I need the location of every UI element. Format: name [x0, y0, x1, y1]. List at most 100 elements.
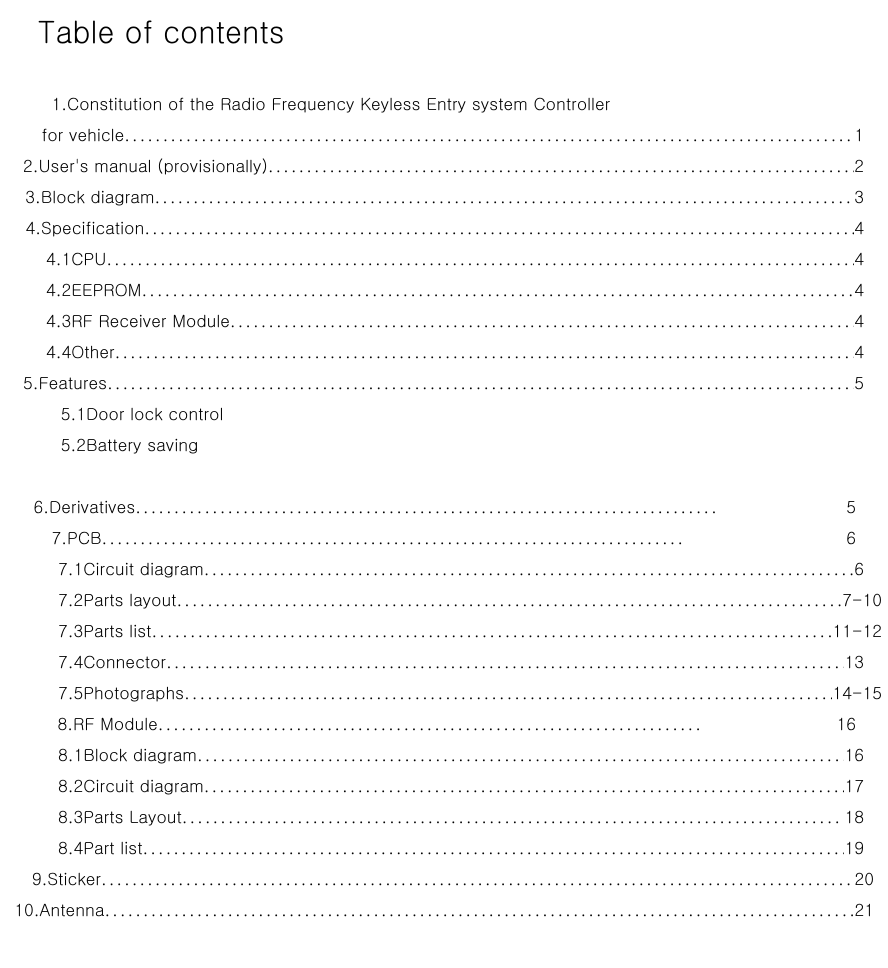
- toc-number: 8.2: [58, 770, 83, 801]
- toc-page: 18: [844, 801, 864, 832]
- toc-leader-dots: [106, 243, 854, 274]
- toc-row: 8.RF Module ............................…: [10, 708, 888, 739]
- toc-leader-dots: [268, 150, 854, 181]
- toc-leader-dots: [143, 832, 845, 863]
- toc-number: 4.4: [46, 336, 71, 367]
- toc-row: 5.1Door lock control: [10, 398, 888, 429]
- toc-leader-dots: [101, 863, 854, 894]
- toc-label: EEPROM: [71, 274, 141, 305]
- toc-leader-dots: [107, 367, 854, 398]
- toc-number: 8.3: [58, 801, 83, 832]
- toc-row: 7.1Circuit diagram 6: [10, 553, 888, 584]
- toc-row: 5.Features 5: [10, 367, 888, 398]
- toc-leader-dots: ........................................…: [158, 708, 702, 739]
- toc-label: Derivatives: [49, 491, 135, 522]
- toc-number: 2.: [23, 150, 38, 181]
- toc-label: CPU: [71, 243, 106, 274]
- toc-page: 16: [844, 739, 864, 770]
- toc-page: 7-10: [842, 584, 882, 615]
- toc-row: 4.Specification 4: [10, 212, 888, 243]
- toc-leader-dots: [177, 584, 843, 615]
- toc-label: Features: [39, 367, 108, 398]
- toc-label: RF Module: [73, 708, 158, 739]
- toc-label: Parts Layout: [83, 801, 182, 832]
- toc-row: 8.3Parts Layout 18: [10, 801, 888, 832]
- toc-row: 1.Constitution of the Radio Frequency Ke…: [10, 88, 888, 119]
- toc-row: 4.2EEPROM 4: [10, 274, 888, 305]
- toc-spacer: [10, 460, 888, 491]
- toc-page: 5: [854, 367, 864, 398]
- toc-number: 5.: [23, 367, 39, 398]
- toc-row: 2.User's manual (provisionally) 2: [10, 150, 888, 181]
- toc-row: 7.2Parts layout 7-10: [10, 584, 888, 615]
- toc-leader-dots: [124, 119, 854, 150]
- toc-page: 17: [844, 770, 864, 801]
- toc-number: 7.2: [58, 584, 83, 615]
- toc-label: Other: [71, 336, 114, 367]
- toc-leader-dots: [166, 646, 844, 677]
- toc-leader-dots: [142, 274, 855, 305]
- toc-number: 5.2: [46, 429, 86, 460]
- toc-leader-dots: [151, 615, 832, 646]
- toc-row: 8.4Part list 19: [10, 832, 888, 863]
- toc-label: Antenna: [39, 894, 104, 925]
- toc-number: 1.: [23, 88, 67, 119]
- toc-row: 4.3RF Receiver Module 4: [10, 305, 888, 336]
- toc-row: 7.3Parts list 11-12: [10, 615, 888, 646]
- toc-row: 6.Derivatives ..........................…: [10, 491, 888, 522]
- toc-label: Connector: [83, 646, 166, 677]
- toc-label: Specification: [41, 212, 144, 243]
- toc-number: 7.3: [58, 615, 83, 646]
- toc-label: User's manual (provisionally): [38, 150, 267, 181]
- toc-page: 5: [846, 491, 856, 522]
- toc-leader-dots: ........................................…: [102, 522, 686, 553]
- toc-page: 4: [854, 212, 864, 243]
- toc-leader-dots: [230, 305, 854, 336]
- toc-number: 4.3: [46, 305, 71, 336]
- toc-label: Photographs: [83, 677, 184, 708]
- toc-number: 10.: [10, 894, 39, 925]
- toc-leader-dots: [204, 770, 845, 801]
- toc-page: 16: [836, 708, 856, 739]
- toc-page: 20: [854, 863, 874, 894]
- toc-number: 7.5: [58, 677, 83, 708]
- toc-label: Constitution of the Radio Frequency Keyl…: [67, 88, 610, 119]
- toc-row: for vehicle 1: [10, 119, 888, 150]
- toc-number: 3.: [23, 181, 41, 212]
- toc-page: 11-12: [832, 615, 882, 646]
- toc-number: 6.: [23, 491, 49, 522]
- toc-page: 13: [844, 646, 864, 677]
- toc-row: 7.4Connector 13: [10, 646, 888, 677]
- toc-number: 4.1: [46, 243, 71, 274]
- toc-page: 19: [844, 832, 864, 863]
- page-title: Table of contents: [38, 10, 888, 52]
- toc-label: Parts list: [83, 615, 151, 646]
- toc-page: 6: [854, 553, 864, 584]
- toc-page: 4: [854, 336, 864, 367]
- toc-row: 5.2Battery saving: [10, 429, 888, 460]
- toc-leader-dots: [105, 894, 855, 925]
- toc-row: 4.4Other 4: [10, 336, 888, 367]
- toc-label: Door lock control: [86, 398, 223, 429]
- toc-leader-dots: [115, 336, 855, 367]
- toc-page: 4: [854, 243, 864, 274]
- toc-row: 7.5Photographs 14-15: [10, 677, 888, 708]
- toc-number: 7.: [23, 522, 67, 553]
- toc-page: 2: [854, 150, 864, 181]
- toc-label: PCB: [67, 522, 102, 553]
- toc-row: 10.Antenna 21: [10, 894, 888, 925]
- toc-leader-dots: [204, 553, 854, 584]
- toc-number: 8.1: [58, 739, 83, 770]
- toc-label: Block diagram: [83, 739, 197, 770]
- toc-number: 8.: [23, 708, 73, 739]
- toc-page: 3: [854, 181, 864, 212]
- toc-leader-dots: [144, 212, 854, 243]
- toc-leader-dots: [182, 801, 845, 832]
- toc-row: 4.1CPU 4: [10, 243, 888, 274]
- toc-row: 8.2Circuit diagram 17: [10, 770, 888, 801]
- toc-number: 7.4: [58, 646, 83, 677]
- toc-row: 7.PCB ..................................…: [10, 522, 888, 553]
- toc-number: 4.: [23, 212, 41, 243]
- toc-page: 14-15: [832, 677, 882, 708]
- toc-page: 1: [854, 119, 864, 150]
